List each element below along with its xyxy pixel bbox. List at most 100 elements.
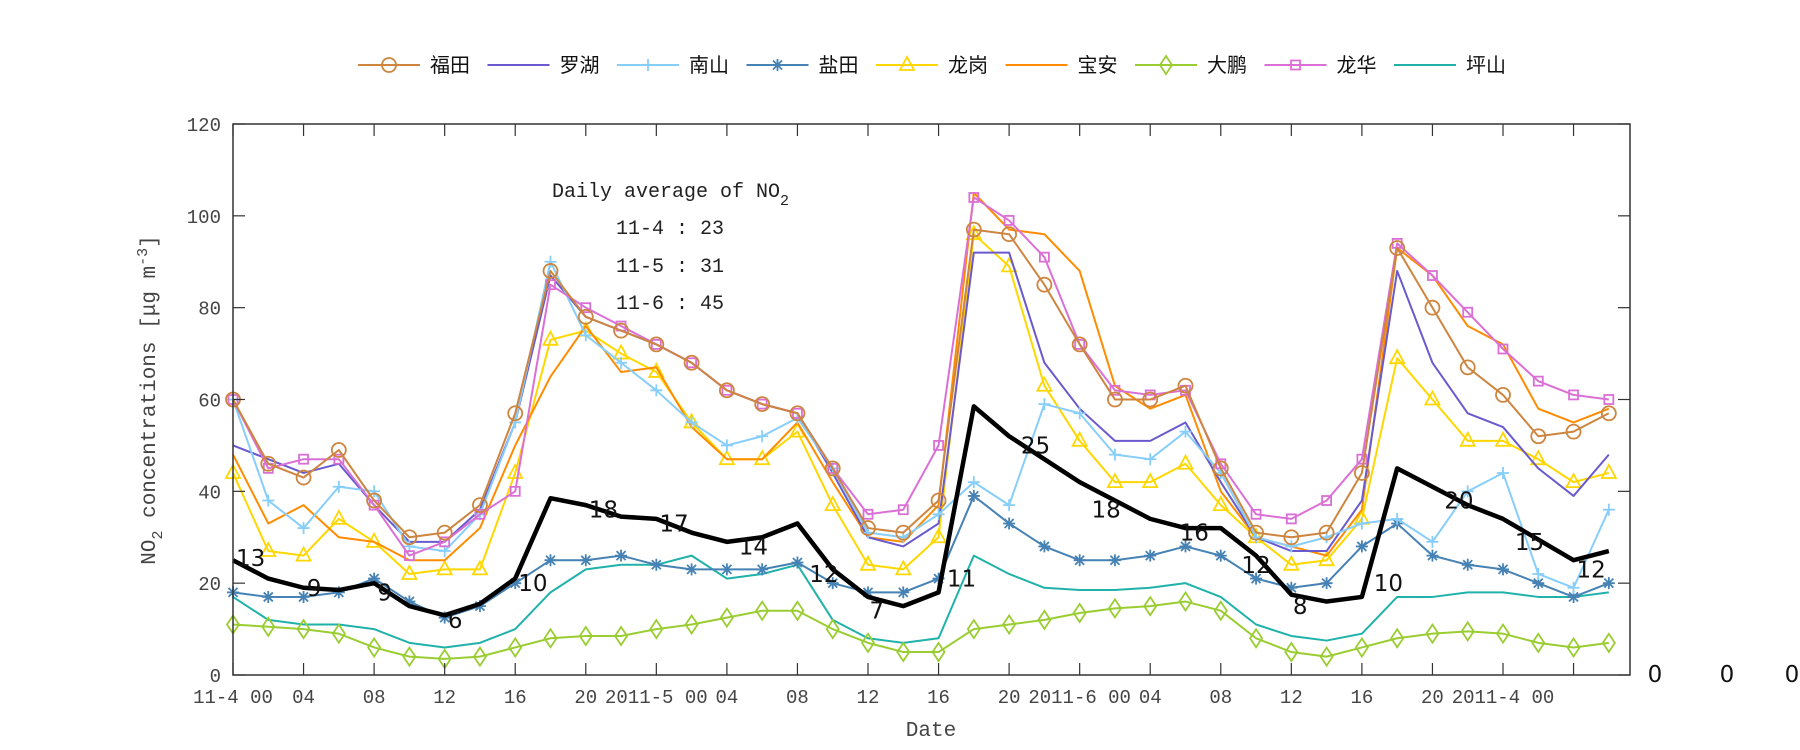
data-point: [930, 492, 947, 509]
plot-frame: [232, 123, 1631, 676]
data-point: [615, 356, 628, 369]
data-point: [544, 554, 557, 567]
y-label-sup: -3: [135, 248, 152, 266]
data-point: [1142, 391, 1159, 408]
data-point: [792, 407, 803, 419]
value-annotation: 18: [1091, 498, 1120, 524]
data-point: [1356, 453, 1368, 465]
legend-entry: 龙岗: [876, 53, 988, 77]
data-point: [402, 646, 417, 668]
data-point: [860, 632, 876, 654]
data-point: [259, 541, 277, 557]
series-龙岗: [224, 224, 1618, 580]
data-point: [1601, 632, 1616, 654]
data-point: [1144, 549, 1157, 562]
data-point: [1423, 389, 1441, 406]
data-point: [1495, 623, 1511, 645]
data-point: [1529, 449, 1547, 466]
data-point: [1532, 577, 1545, 590]
x-tick-label: 12: [857, 687, 880, 709]
data-point: [862, 508, 874, 520]
daily-average-textbox: Daily average of NO2 11-4 : 23 11-5 : 31…: [552, 181, 789, 316]
data-point: [756, 430, 769, 443]
data-point: [509, 485, 521, 497]
data-point: [542, 263, 559, 279]
value-annotation: 12: [1241, 553, 1270, 579]
data-point: [579, 329, 592, 342]
legend-marker: [381, 57, 397, 73]
data-point: [260, 455, 277, 472]
x-tick-label: 11-4 00: [193, 687, 273, 709]
x-tick-label: 20: [1421, 687, 1444, 709]
data-point: [1494, 430, 1512, 447]
legend-entry: 坪山: [1394, 53, 1506, 77]
data-point: [262, 590, 275, 603]
data-point: [1035, 375, 1053, 392]
value-annotation: 20: [1444, 489, 1473, 515]
data-point: [1141, 472, 1159, 489]
legend-marker: [898, 55, 916, 71]
data-point: [685, 416, 698, 429]
x-tick-label: 16: [504, 687, 527, 709]
data-point: [967, 489, 980, 502]
legend-marker: [1290, 59, 1301, 71]
data-point: [1036, 276, 1053, 293]
data-point: [650, 558, 663, 571]
data-point: [615, 549, 628, 562]
data-point: [1321, 495, 1333, 506]
data-point: [647, 362, 665, 378]
data-point: [1108, 554, 1121, 567]
value-annotation: 13: [236, 546, 265, 572]
legend-marker: [771, 59, 784, 71]
data-point: [368, 572, 381, 585]
data-point: [1531, 632, 1546, 654]
extra-label: 0: [1720, 662, 1735, 688]
x-axis-label: Date: [906, 720, 956, 743]
data-point: [613, 625, 629, 647]
data-point: [932, 508, 945, 521]
data-point: [1038, 398, 1051, 411]
x-tick-label: 04: [715, 687, 738, 709]
legend-entry: 大鹏: [1135, 53, 1247, 77]
data-point: [1532, 375, 1544, 387]
data-point: [333, 453, 345, 465]
data-point: [297, 522, 310, 535]
series-line: [232, 554, 1609, 649]
data-point: [933, 440, 944, 451]
data-point: [1532, 567, 1545, 580]
y-tick-label: 60: [198, 391, 221, 413]
data-point: [295, 545, 313, 562]
data-point: [365, 531, 383, 548]
data-point: [1353, 465, 1370, 481]
data-point: [1567, 581, 1580, 594]
y-tick-label: 40: [198, 482, 221, 504]
data-point: [474, 508, 486, 520]
value-annotation: 12: [1577, 557, 1606, 583]
extra-label: 0: [1785, 662, 1800, 688]
data-point: [578, 625, 593, 647]
data-point: [332, 480, 345, 493]
legend-entry: 南山: [617, 53, 729, 77]
value-annotation: 6: [448, 608, 463, 634]
value-annotation: 10: [1374, 571, 1403, 597]
data-point: [650, 338, 662, 350]
y-tick-label: 0: [210, 666, 221, 688]
series-宝安: [232, 191, 1610, 562]
series-line: [232, 251, 1610, 553]
value-annotation: 10: [518, 571, 547, 597]
x-tick-label: 04: [292, 687, 315, 709]
data-point: [1073, 554, 1086, 567]
data-point: [1354, 636, 1369, 659]
data-point: [755, 600, 770, 622]
data-point: [1461, 485, 1474, 498]
data-point: [541, 329, 560, 346]
legend-label: 南山: [689, 53, 729, 77]
data-point: [1179, 425, 1192, 438]
data-point: [1600, 463, 1618, 479]
data-point: [1318, 524, 1335, 541]
data-point: [295, 469, 312, 486]
data-point: [1213, 600, 1228, 622]
y-label-sub: 2: [150, 531, 167, 540]
data-point: [720, 439, 733, 452]
value-annotation: 14: [739, 534, 768, 560]
